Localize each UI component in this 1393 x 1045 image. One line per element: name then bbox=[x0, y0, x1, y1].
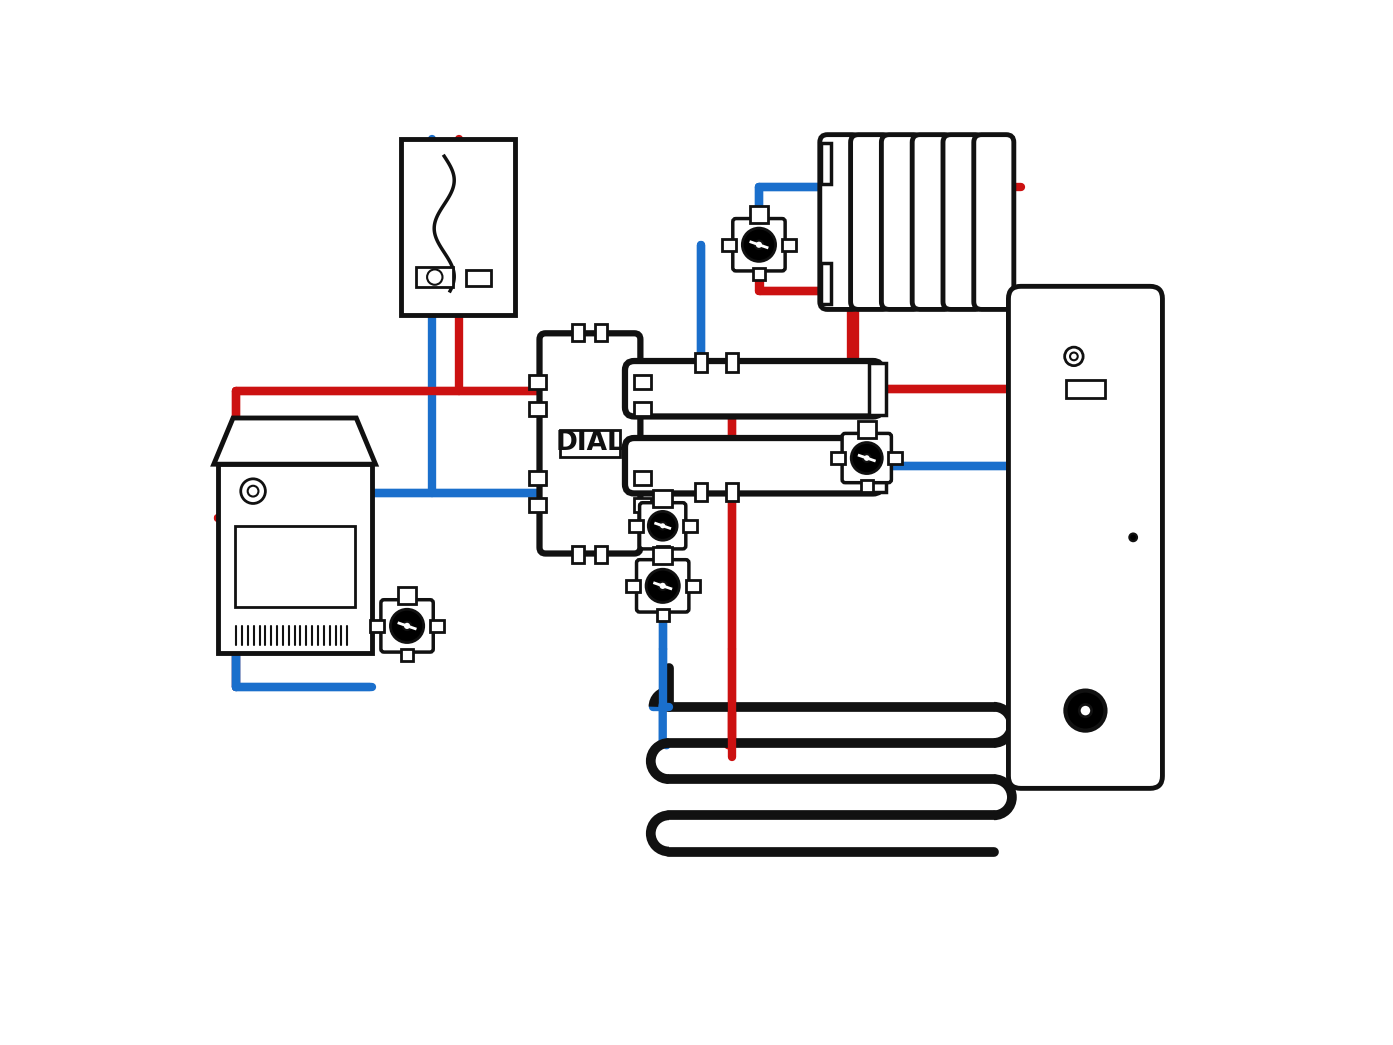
FancyBboxPatch shape bbox=[733, 218, 786, 271]
FancyBboxPatch shape bbox=[820, 135, 859, 309]
FancyBboxPatch shape bbox=[1009, 286, 1162, 788]
Bar bbox=[653, 548, 671, 564]
FancyBboxPatch shape bbox=[539, 333, 641, 554]
Bar bbox=[820, 143, 832, 184]
Bar bbox=[1066, 379, 1105, 398]
Circle shape bbox=[648, 511, 677, 540]
Circle shape bbox=[1070, 352, 1078, 361]
FancyBboxPatch shape bbox=[380, 600, 433, 652]
Bar bbox=[820, 263, 832, 304]
Bar bbox=[217, 464, 372, 653]
Circle shape bbox=[428, 270, 443, 285]
Bar bbox=[722, 238, 736, 251]
Bar bbox=[781, 238, 795, 251]
Bar bbox=[234, 526, 355, 607]
Bar bbox=[529, 498, 546, 512]
Circle shape bbox=[659, 582, 667, 590]
Circle shape bbox=[851, 442, 882, 473]
Bar bbox=[628, 519, 642, 532]
Text: DIAL: DIAL bbox=[556, 431, 624, 457]
Bar bbox=[417, 268, 453, 287]
Bar bbox=[832, 451, 846, 464]
FancyBboxPatch shape bbox=[639, 503, 685, 549]
Bar bbox=[467, 271, 490, 285]
FancyBboxPatch shape bbox=[912, 135, 953, 309]
Bar bbox=[858, 421, 876, 438]
Bar bbox=[869, 440, 886, 492]
Bar bbox=[595, 545, 607, 563]
Bar bbox=[861, 480, 873, 492]
Bar bbox=[573, 545, 584, 563]
Bar bbox=[726, 353, 738, 372]
FancyBboxPatch shape bbox=[625, 361, 882, 417]
Bar bbox=[653, 490, 671, 507]
Bar bbox=[695, 483, 708, 502]
Bar bbox=[685, 580, 699, 593]
FancyBboxPatch shape bbox=[637, 560, 690, 612]
Bar bbox=[656, 609, 669, 622]
Bar bbox=[573, 324, 584, 341]
FancyBboxPatch shape bbox=[882, 135, 921, 309]
Bar bbox=[595, 324, 607, 341]
Circle shape bbox=[403, 622, 411, 630]
FancyBboxPatch shape bbox=[625, 438, 882, 493]
FancyBboxPatch shape bbox=[851, 135, 890, 309]
Bar bbox=[401, 139, 515, 315]
Circle shape bbox=[742, 228, 776, 261]
Circle shape bbox=[1130, 534, 1137, 541]
Bar bbox=[752, 268, 765, 280]
Bar bbox=[529, 471, 546, 485]
Bar bbox=[749, 206, 768, 224]
Polygon shape bbox=[213, 418, 376, 464]
Bar bbox=[889, 451, 903, 464]
Bar bbox=[726, 483, 738, 502]
FancyBboxPatch shape bbox=[843, 434, 892, 483]
Bar bbox=[625, 580, 639, 593]
Bar bbox=[430, 620, 444, 632]
Bar bbox=[398, 587, 417, 604]
Bar bbox=[634, 498, 651, 512]
Circle shape bbox=[241, 479, 266, 504]
Circle shape bbox=[1064, 347, 1084, 366]
FancyBboxPatch shape bbox=[943, 135, 983, 309]
Bar bbox=[401, 649, 414, 661]
Circle shape bbox=[646, 570, 680, 603]
Bar bbox=[869, 363, 886, 415]
Circle shape bbox=[659, 522, 666, 530]
Circle shape bbox=[755, 240, 763, 249]
Circle shape bbox=[1080, 704, 1092, 717]
Bar bbox=[529, 375, 546, 389]
Bar bbox=[634, 375, 651, 389]
Circle shape bbox=[248, 486, 259, 496]
Bar bbox=[656, 545, 669, 558]
Bar bbox=[371, 620, 384, 632]
Bar bbox=[634, 471, 651, 485]
FancyBboxPatch shape bbox=[974, 135, 1014, 309]
Circle shape bbox=[390, 609, 423, 643]
Bar bbox=[529, 402, 546, 416]
Bar bbox=[560, 429, 620, 458]
Bar bbox=[634, 402, 651, 416]
Bar bbox=[683, 519, 696, 532]
Circle shape bbox=[862, 455, 871, 462]
Bar bbox=[695, 353, 708, 372]
Circle shape bbox=[1066, 691, 1106, 730]
